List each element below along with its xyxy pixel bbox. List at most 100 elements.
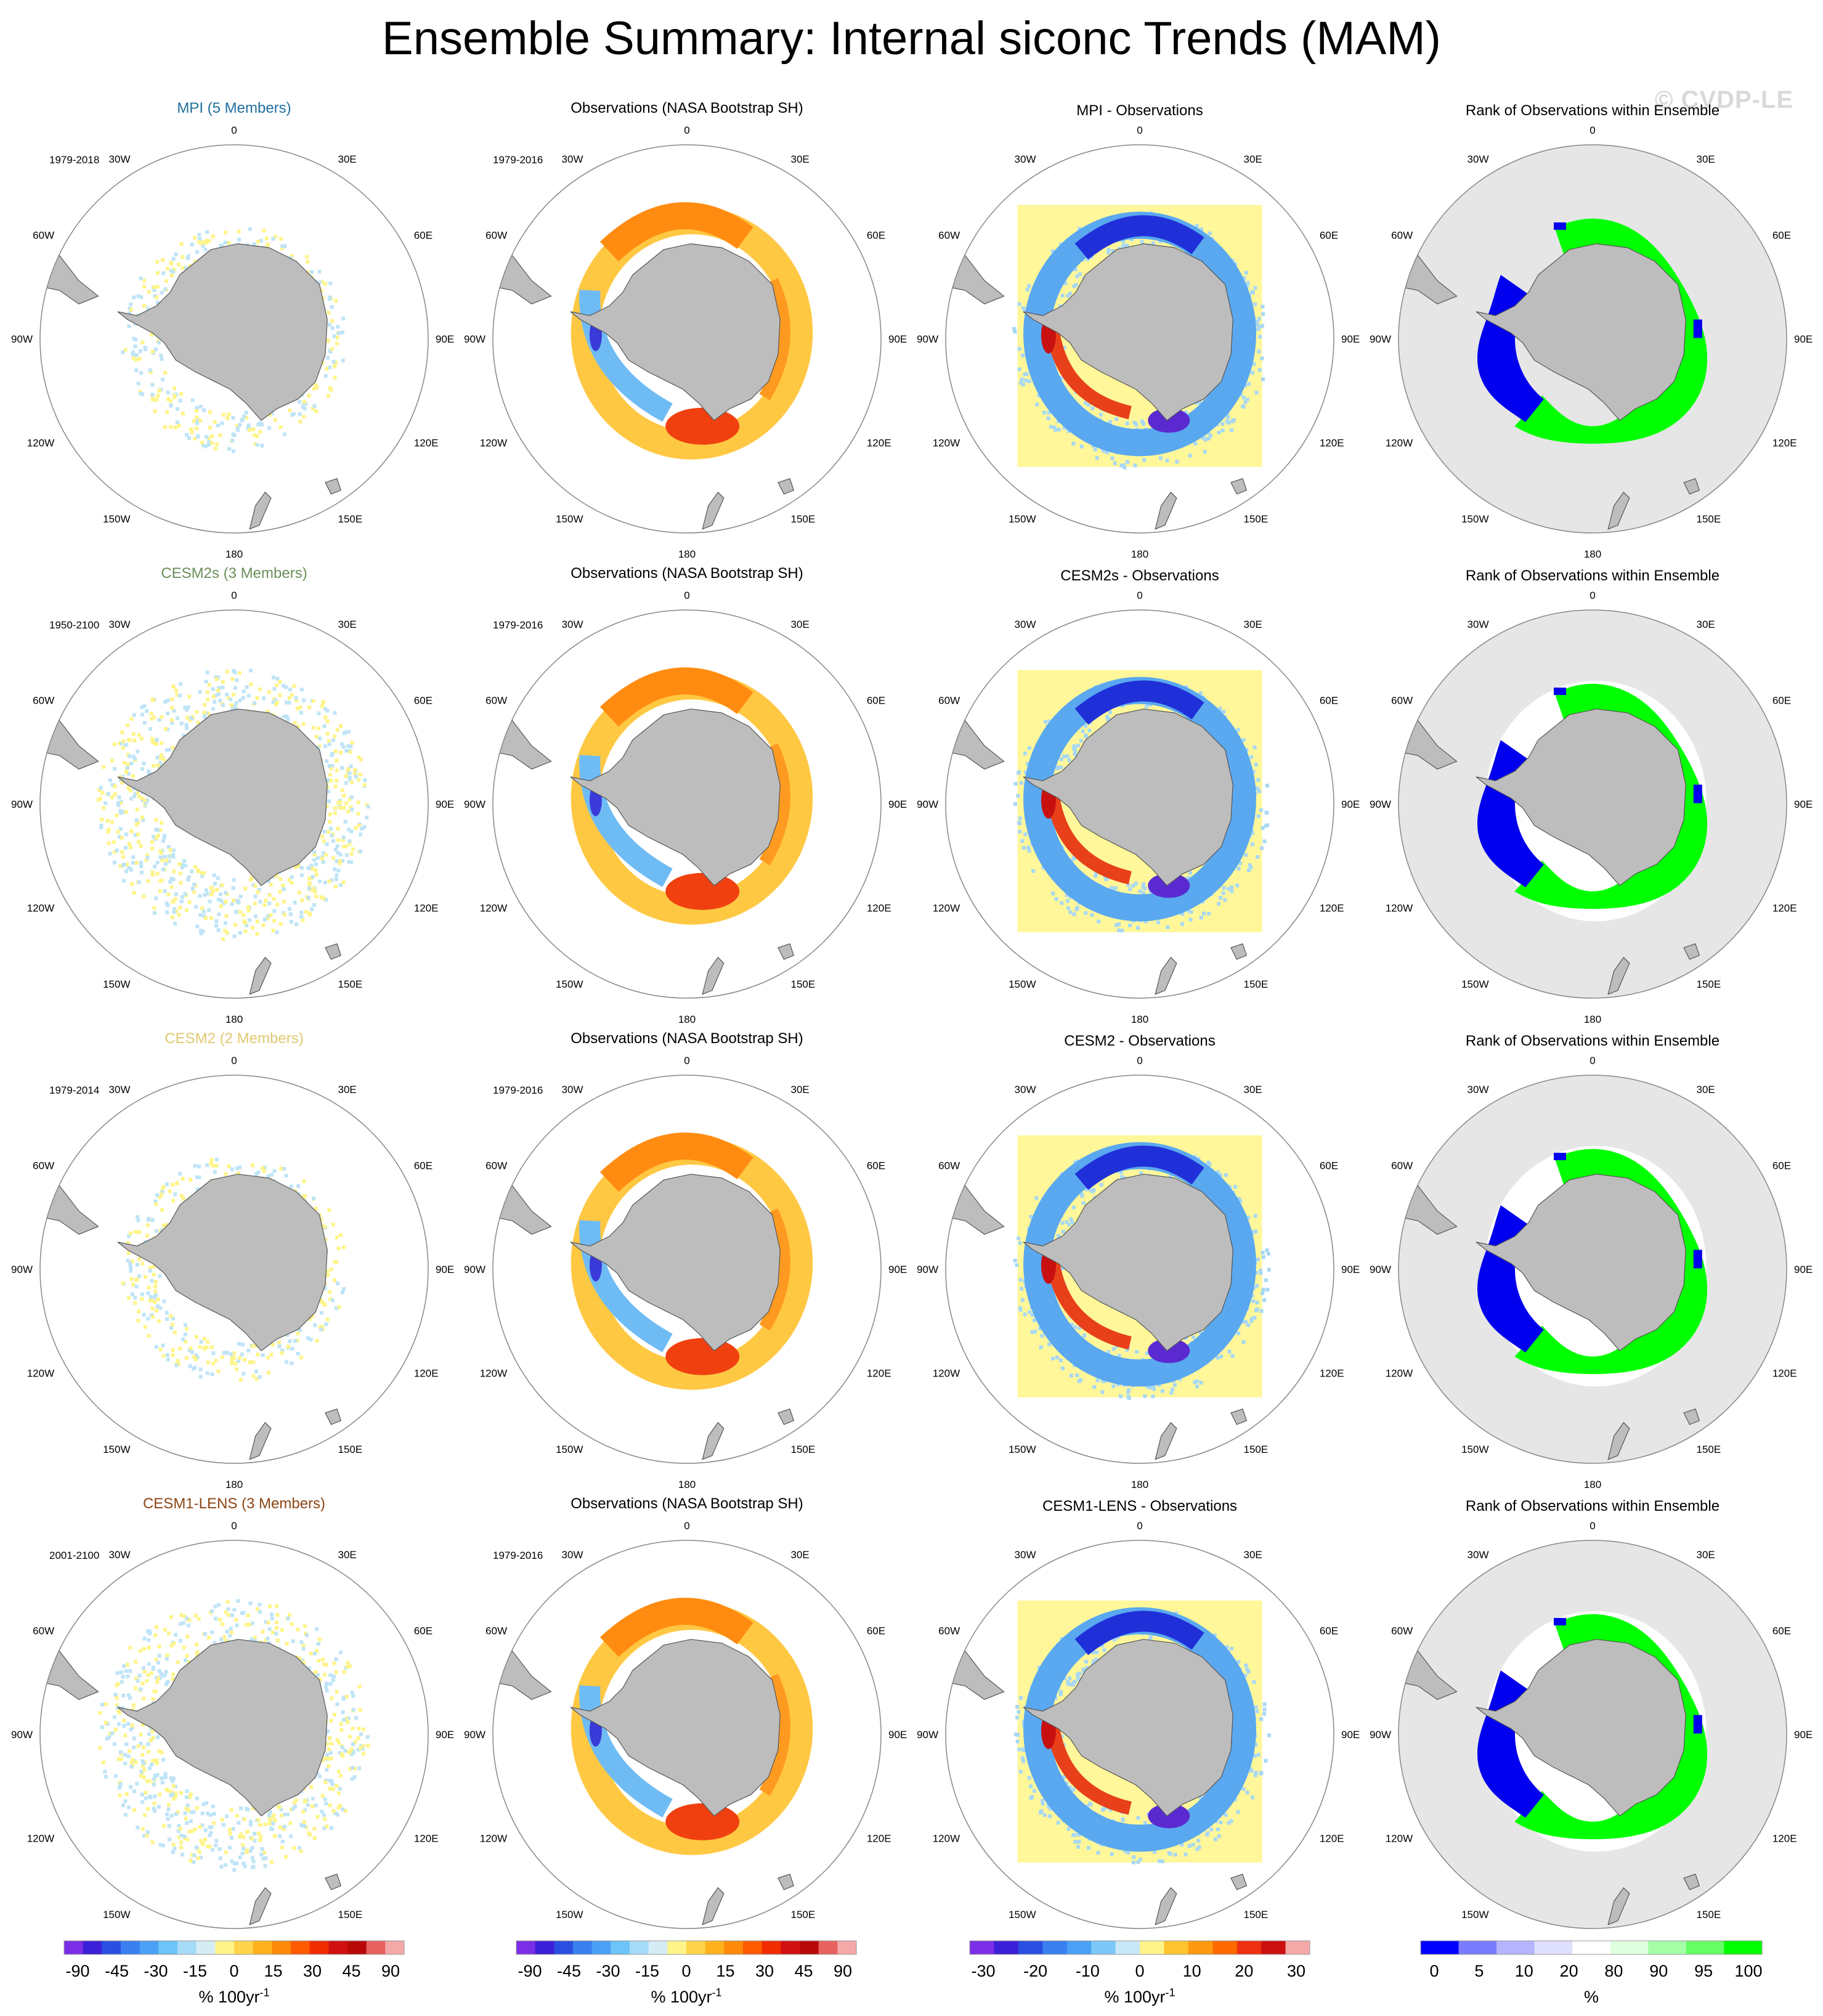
antarctica — [570, 1174, 781, 1352]
p00-lon-5: 150E — [338, 513, 363, 525]
p10-lon-7: 150W — [103, 978, 130, 990]
p21-lon-0: 0 — [684, 1055, 689, 1067]
panel-title: Rank of Observations within Ensemble — [1466, 102, 1719, 119]
obs-orange-east — [759, 278, 790, 400]
colorbar-tick-label: 10 — [1515, 1962, 1533, 1980]
p23-lon-0: 0 — [1590, 1055, 1595, 1067]
p31-lon-1: 30E — [791, 1549, 810, 1561]
diff-red-streak — [1045, 1258, 1132, 1350]
p10-lon-0: 0 — [231, 590, 237, 601]
colorbar-swatch — [1285, 1941, 1310, 1954]
colorbar-swatch — [1724, 1941, 1763, 1954]
p31-lon-0: 0 — [684, 1520, 689, 1532]
p32-lon-4: 120E — [1320, 1833, 1344, 1845]
rank-blue-patch — [1554, 1618, 1566, 1625]
p13-lon-2: 60E — [1772, 695, 1791, 707]
diff-purple-patch — [1148, 1338, 1190, 1364]
new-zealand — [1155, 1421, 1177, 1460]
colorbar-swatch — [573, 1941, 593, 1954]
p21-lon-4: 120E — [867, 1368, 891, 1380]
colorbar-tick-label: -15 — [635, 1962, 659, 1980]
colorbar-tick-label: -45 — [557, 1962, 581, 1980]
p10-lon-3: 90E — [436, 799, 454, 810]
p13-lon-7: 150W — [1461, 978, 1488, 990]
p22-lon-0: 0 — [1137, 1055, 1142, 1067]
p33-lon-1: 30E — [1697, 1549, 1715, 1561]
colorbar-tick-label: -90 — [65, 1962, 89, 1980]
p22-lon-5: 150E — [1244, 1444, 1269, 1455]
p02-lon-9: 90W — [917, 333, 938, 345]
p32-lon-1: 30E — [1244, 1549, 1262, 1561]
colorbar-swatch — [648, 1941, 668, 1954]
colorbar-2: -90 -45 -30 -15 0 15 30 45 90 % 100yr-1 — [516, 1940, 857, 2006]
p20-lon-2: 60E — [414, 1160, 432, 1172]
colorbar-swatch — [1686, 1941, 1724, 1954]
colorbar-tick-label: -20 — [1023, 1962, 1047, 1980]
panel-r1-c3: 0 30E 60E 90E 120E 150E 180 150W 120W 90W 60W 30W MP… — [917, 102, 1360, 560]
colorbar-swatch — [1212, 1941, 1238, 1954]
p30-lon-0: 0 — [231, 1520, 237, 1532]
p30-lon-7: 150W — [103, 1909, 130, 1920]
antarctica — [570, 243, 781, 421]
colorbar-frame — [969, 1940, 1310, 1955]
colorbar-tick-label: 15 — [716, 1962, 734, 1980]
p21-lon-11: 30W — [562, 1084, 583, 1095]
map-border — [945, 1540, 1334, 1929]
colorbar-tick-label: 95 — [1694, 1962, 1713, 1980]
p20-lon-5: 150E — [338, 1444, 363, 1455]
obs-orange-north — [599, 1598, 753, 1657]
colorbar-swatch — [1164, 1941, 1189, 1954]
p22-lon-4: 120E — [1320, 1368, 1344, 1380]
obs-orange-north — [599, 667, 753, 727]
p32-lon-2: 60E — [1320, 1625, 1338, 1637]
field — [493, 202, 813, 530]
rank-blue-region — [1477, 275, 1544, 422]
colorbar-swatch — [1534, 1941, 1573, 1954]
p00-lon-6: 180 — [225, 548, 243, 560]
p03-lon-8: 120W — [1386, 437, 1413, 449]
p03-lon-2: 60E — [1772, 230, 1791, 242]
colorbar-swatch — [818, 1941, 838, 1954]
antarctica — [570, 709, 781, 887]
tasmania — [778, 1874, 795, 1890]
new-zealand — [1607, 491, 1630, 530]
p23-lon-5: 150E — [1697, 1444, 1721, 1455]
p10-lon-10: 60W — [33, 695, 54, 707]
p03-lon-11: 30W — [1468, 153, 1489, 165]
obs-orange-north — [599, 1132, 753, 1192]
p21-lon-5: 150E — [791, 1444, 816, 1455]
p33-lon-2: 60E — [1772, 1625, 1791, 1637]
colorbar-swatch — [102, 1941, 121, 1954]
colorbar-tick-label: -30 — [596, 1962, 620, 1980]
colorbar-swatch — [347, 1941, 367, 1954]
field — [40, 1599, 370, 1925]
p03-lon-10: 60W — [1391, 230, 1413, 242]
p02-lon-6: 180 — [1131, 548, 1148, 560]
field — [493, 667, 813, 995]
panel-r3-c1: 0 30E 60E 90E 120E 150E 180 150W 120W 90W 60W 30W CE… — [11, 1030, 454, 1490]
tasmania — [778, 478, 795, 495]
p03-lon-9: 90W — [1370, 333, 1391, 345]
map-border — [945, 1075, 1334, 1464]
rank-blue-region — [1477, 1205, 1544, 1352]
colorbar-swatch — [366, 1941, 386, 1954]
p13-lon-5: 150E — [1697, 978, 1721, 990]
period-label: 1950-2100 — [49, 619, 99, 631]
map-border — [492, 144, 882, 534]
colorbar-swatch — [309, 1941, 329, 1954]
south-america — [493, 1185, 552, 1235]
p32-lon-3: 90E — [1341, 1729, 1360, 1741]
antarctica — [1476, 243, 1686, 421]
colorbar-unit: % — [1584, 1988, 1599, 2006]
panel-r2-c2: 0 30E 60E 90E 120E 150E 180 150W 120W 90W 60W 30W Ob… — [464, 565, 907, 1025]
p11-lon-0: 0 — [684, 590, 689, 601]
colorbar-swatch — [1091, 1941, 1116, 1954]
p10-lon-9: 90W — [11, 799, 33, 810]
colorbar-swatch — [177, 1941, 197, 1954]
tasmania — [1230, 1408, 1248, 1425]
obs-red-patch — [665, 872, 740, 910]
tasmania — [1683, 943, 1700, 960]
colorbar-swatch — [234, 1941, 254, 1954]
panel-r1-c4: 0 30E 60E 90E 120E 150E 180 150W 120W 90W 60W 30W Ra… — [1370, 102, 1813, 560]
colorbar-swatch — [705, 1941, 725, 1954]
